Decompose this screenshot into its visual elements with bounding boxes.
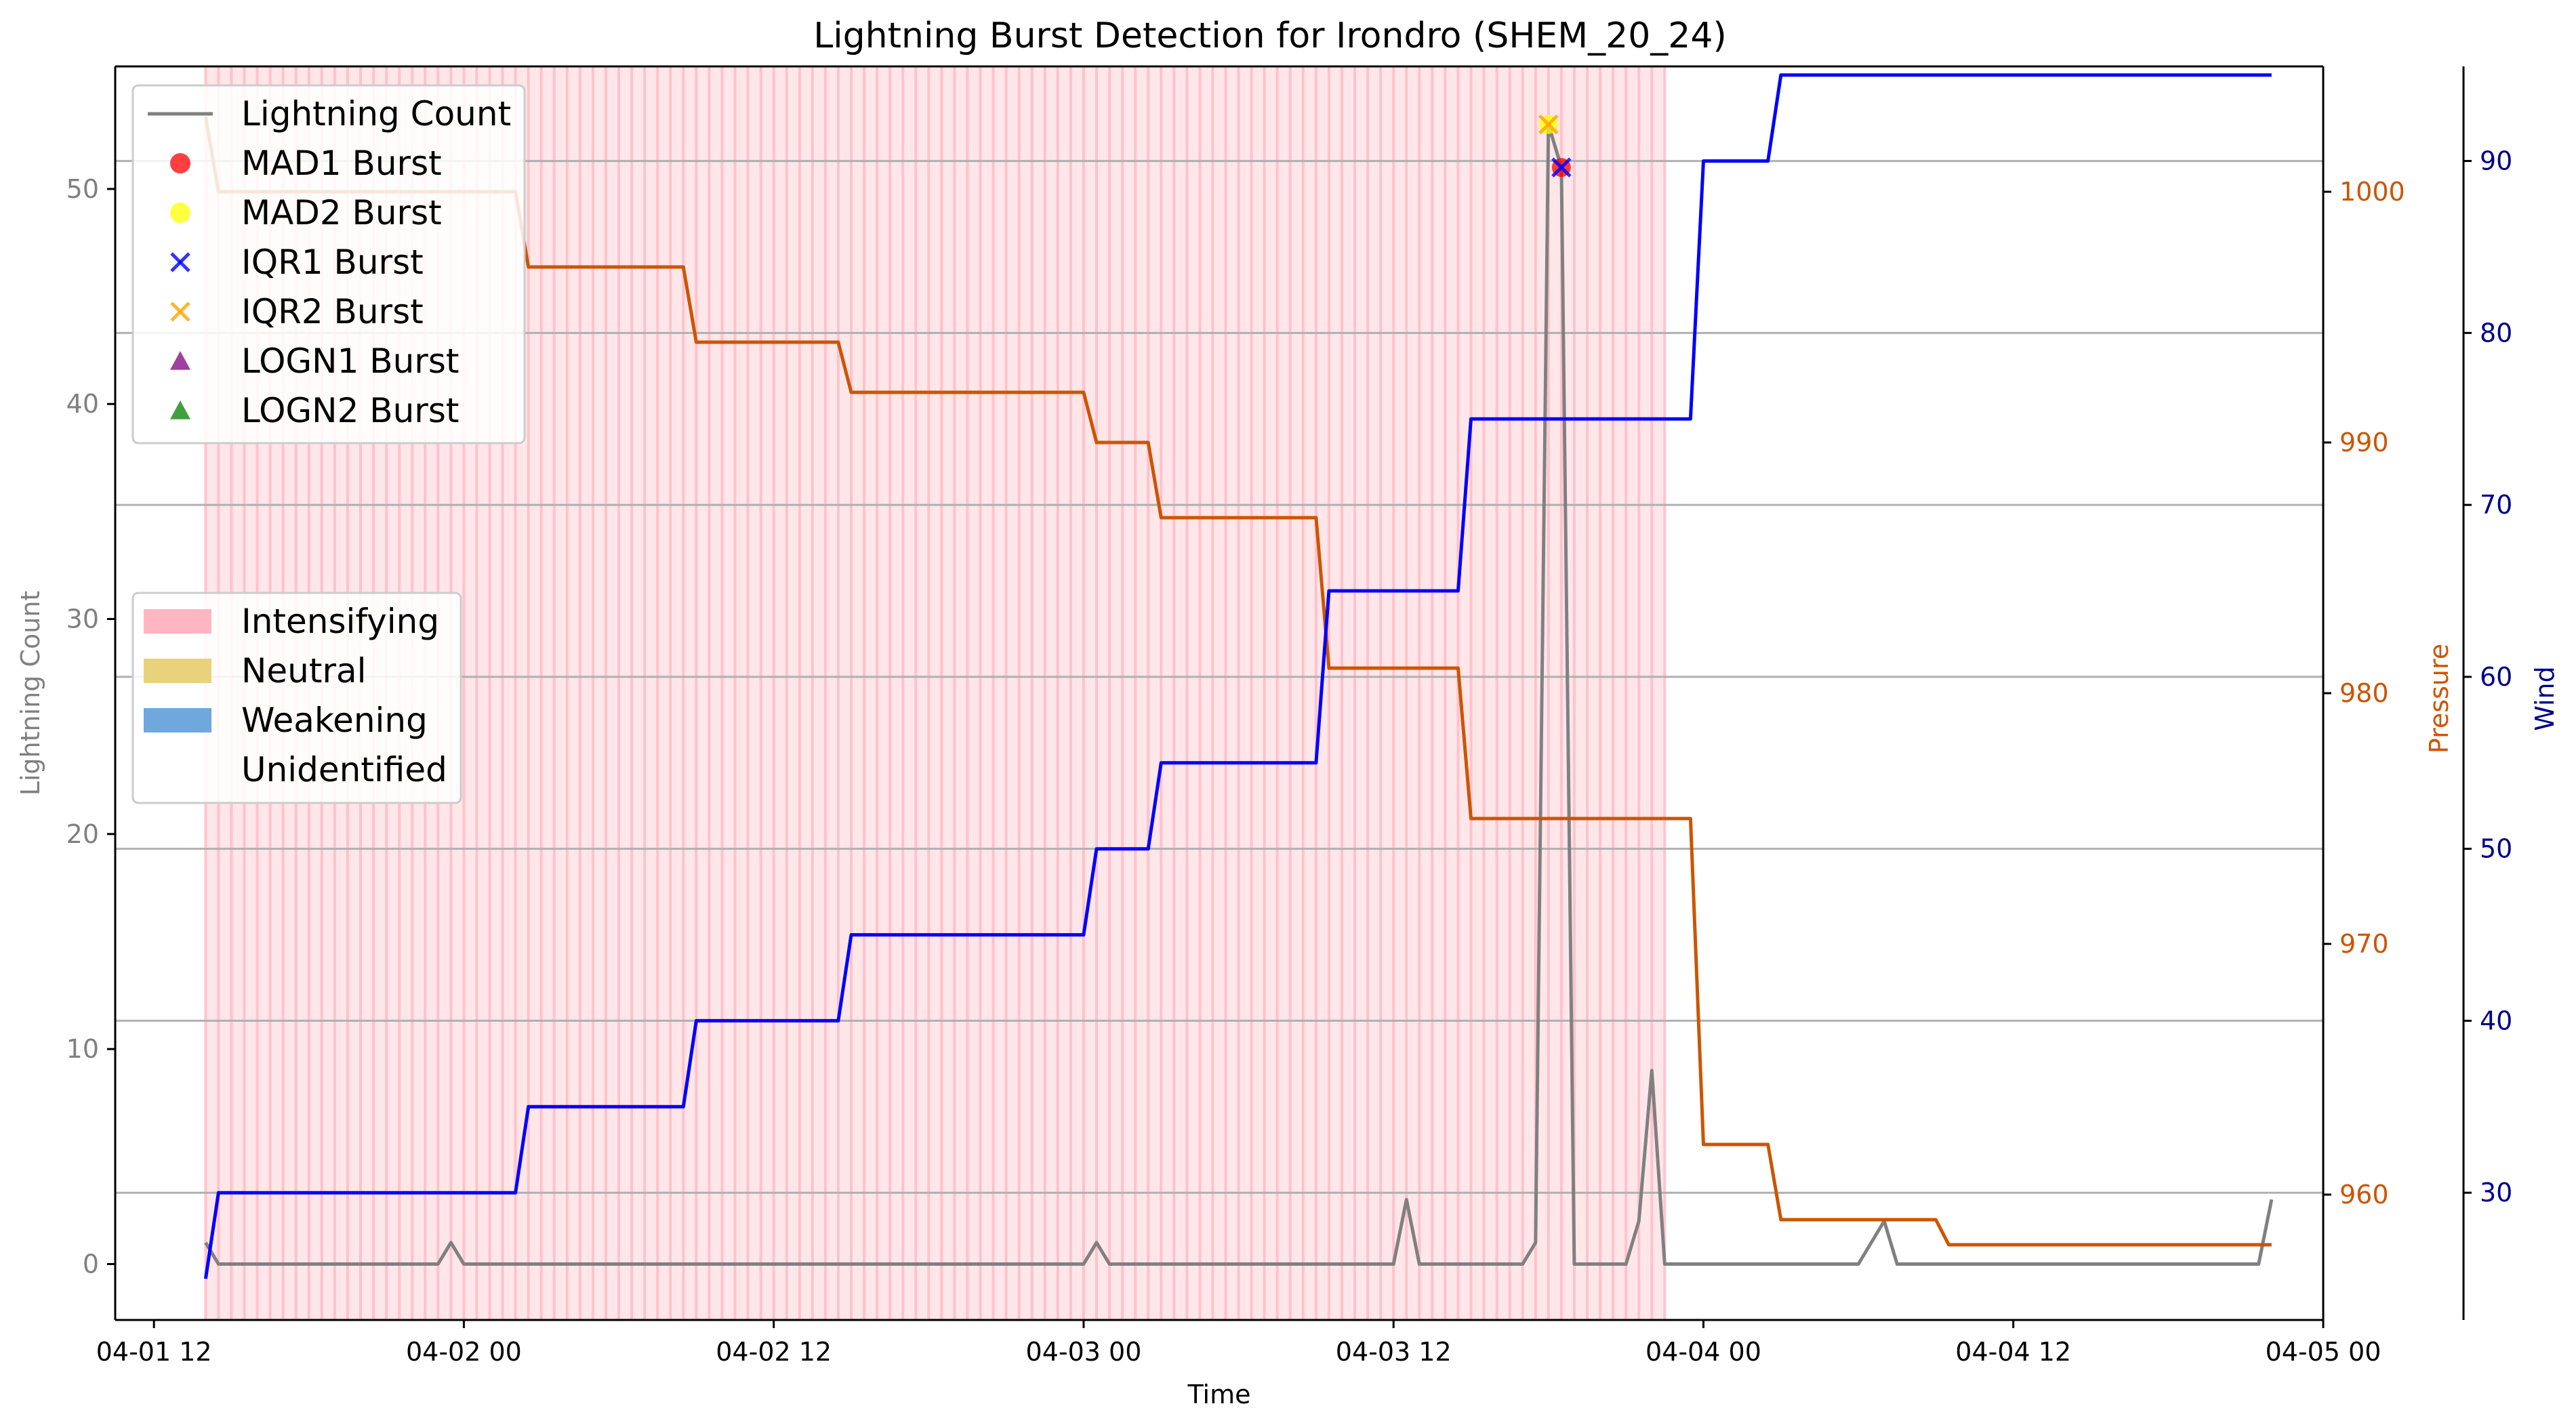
y-wind-tick-label: 60: [2480, 662, 2512, 692]
y-left-tick-label: 20: [66, 819, 99, 849]
legend-lightning-count-label: Lightning Count: [241, 94, 511, 133]
legend-logn2-burst-icon: [170, 400, 190, 419]
legend-iqr1-burst-icon-stroke: [170, 252, 190, 272]
y-wind-axis-label: Wind: [2530, 666, 2560, 731]
series-line-wind: [203, 73, 2272, 1279]
y-pressure-tick-label: 990: [2339, 428, 2389, 457]
x-axis-label: Time: [1187, 1380, 1251, 1409]
y-pressure-tick-label: 960: [2339, 1180, 2389, 1210]
series-lines: [203, 73, 2274, 1279]
legend-iqr2-burst-icon: [170, 302, 190, 322]
y-wind-tick-label: 40: [2480, 1006, 2512, 1035]
x-tick-label: 04-04 00: [1645, 1337, 1761, 1367]
y-left-tick-label: 0: [83, 1249, 99, 1279]
y-pressure-tick-label: 1000: [2339, 177, 2405, 207]
legend-mad2-burst-icon: [170, 203, 190, 223]
legend-weakening-swatch: [144, 708, 211, 732]
iqr1-burst-marker-stroke: [1551, 157, 1572, 178]
y-pressure-tick-label: 980: [2339, 678, 2389, 708]
legend-iqr2-burst-label: IQR2 Burst: [241, 292, 424, 331]
y-pressure-axis-label: Pressure: [2424, 644, 2454, 753]
x-tick-label: 04-04 12: [1955, 1337, 2071, 1367]
legend-phases: Intensifying Neutral Weakening Unidentified: [131, 592, 462, 804]
x-tick-label: 04-02 12: [716, 1337, 832, 1367]
legend-iqr2-burst-icon-stroke: [170, 302, 190, 322]
legend-weakening-label: Weakening: [241, 701, 428, 740]
y-left-tick-label: 40: [66, 389, 99, 419]
legend-intensifying-swatch: [144, 609, 211, 634]
y-wind-tick-label: 50: [2480, 834, 2512, 864]
legend-logn2-burst-label: LOGN2 Burst: [241, 391, 459, 430]
iqr2-burst-marker: [1538, 114, 1559, 135]
legend-neutral-swatch: [144, 659, 211, 683]
legend-logn1-burst-label: LOGN1 Burst: [241, 342, 459, 381]
legend-unidentified-label: Unidentified: [241, 750, 447, 789]
axes: 04-01 12 04-02 00 04-02 12 04-03 00 04-03 12…: [16, 65, 2560, 1409]
x-tick-label: 04-05 00: [2266, 1337, 2381, 1367]
legend-markers: Lightning Count MAD1 Burst MAD2 Burst IQR1 …: [131, 84, 526, 445]
iqr1-burst-marker: [1551, 157, 1572, 178]
y-wind-tick-label: 90: [2480, 146, 2512, 176]
legend-unidentified-swatch: [144, 758, 211, 782]
y-left-tick-label: 50: [66, 174, 99, 204]
legend-intensifying-label: Intensifying: [241, 602, 439, 641]
x-tick-label: 04-02 00: [406, 1337, 522, 1367]
iqr2-burst-marker-stroke: [1538, 114, 1559, 135]
legend-mad1-burst-icon: [170, 153, 190, 173]
legend-mad1-burst-label: MAD1 Burst: [241, 144, 442, 183]
series-line-lightning-count: [204, 123, 2274, 1266]
y-wind-tick-label: 30: [2480, 1178, 2512, 1207]
legend-mad2-burst-label: MAD2 Burst: [241, 193, 442, 232]
x-tick-label: 04-03 12: [1336, 1337, 1452, 1367]
legend-iqr1-burst-icon: [170, 252, 190, 272]
x-tick-label: 04-01 12: [96, 1337, 212, 1367]
chart-title: Lightning Burst Detection for Irondro (S…: [813, 16, 1727, 56]
legend-phases-box: [131, 592, 462, 804]
y-left-tick-label: 30: [66, 604, 99, 634]
legend-logn1-burst-icon: [170, 351, 190, 370]
y-wind-tick-label: 70: [2480, 490, 2512, 520]
legend-iqr1-burst-label: IQR1 Burst: [241, 243, 424, 282]
y-pressure-tick-label: 970: [2339, 929, 2389, 959]
burst-markers: [1538, 114, 1572, 178]
x-tick-label: 04-03 00: [1026, 1337, 1142, 1367]
legend-neutral-label: Neutral: [241, 651, 367, 690]
y-left-axis-label: Lightning Count: [16, 591, 45, 796]
y-wind-tick-label: 80: [2480, 318, 2512, 348]
y-left-tick-label: 10: [66, 1034, 99, 1064]
legend-markers-box: [131, 84, 526, 445]
series-line-pressure: [203, 116, 2272, 1247]
